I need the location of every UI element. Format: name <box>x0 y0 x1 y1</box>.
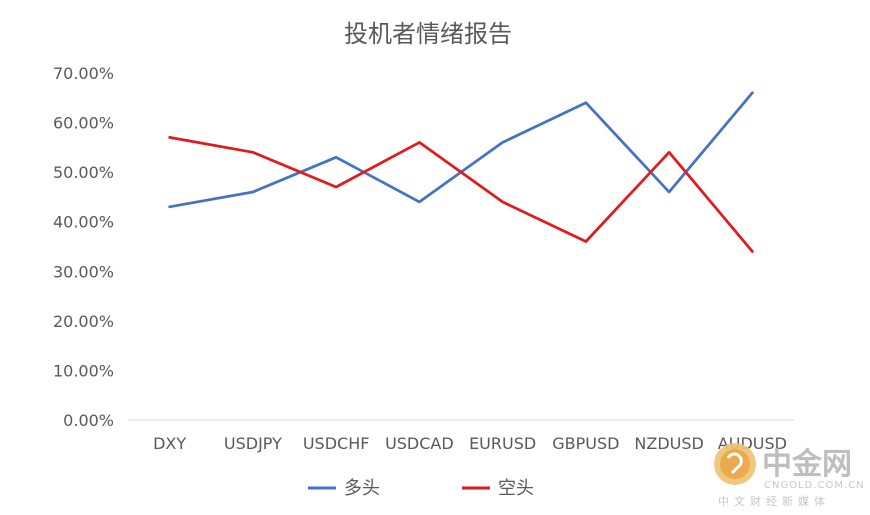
chart-title: 投机者情绪报告 <box>344 20 512 48</box>
watermark: 中金网 CNGOLD.COM.CN 中文财经新媒体 <box>714 443 865 508</box>
y-tick-label: 70.00% <box>53 64 114 83</box>
watermark-brand: 中金网 <box>762 447 852 482</box>
x-tick-label: USDJPY <box>224 434 282 453</box>
x-tick-label: USDCAD <box>385 434 454 453</box>
y-tick-label: 60.00% <box>53 114 114 133</box>
y-tick-label: 20.00% <box>53 312 114 331</box>
x-tick-label: DXY <box>153 434 186 453</box>
series-line-short <box>168 136 754 253</box>
y-tick-label: 50.00% <box>53 163 114 182</box>
y-tick-label: 0.00% <box>63 411 114 430</box>
legend-label-long: 多头 <box>344 478 380 499</box>
x-tick-label: NZDUSD <box>634 434 703 453</box>
watermark-domain: CNGOLD.COM.CN <box>764 480 865 491</box>
gold-coin-logo-icon <box>714 443 756 485</box>
legend: 多头 空头 <box>308 478 534 499</box>
watermark-tagline: 中文财经新媒体 <box>718 494 830 508</box>
legend-label-short: 空头 <box>498 478 534 499</box>
x-tick-label: EURUSD <box>469 434 536 453</box>
x-tick-label: USDCHF <box>303 434 370 453</box>
y-tick-label: 40.00% <box>53 213 114 232</box>
y-tick-label: 10.00% <box>53 361 114 380</box>
y-tick-label: 30.00% <box>53 262 114 281</box>
series-line-long <box>168 91 754 209</box>
x-tick-label: GBPUSD <box>552 434 619 453</box>
